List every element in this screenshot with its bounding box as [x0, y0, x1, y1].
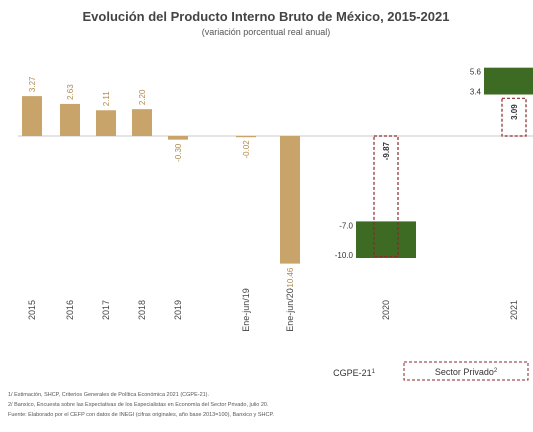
- cgpe-high-label-2021: 5.6: [470, 68, 482, 77]
- private-sector-label-2020: -9.87: [382, 141, 391, 160]
- bar-2017: [96, 110, 116, 136]
- ticks-layer: 2015 2016 2017 2018 2019 Ene-jun/19 Ene-jun/20…: [27, 288, 519, 332]
- bars-layer: [22, 67, 533, 264]
- tick-label-Ene-jun/20: Ene-jun/20: [285, 288, 295, 332]
- bar-2015: [22, 96, 42, 136]
- bar-2019: [168, 136, 188, 140]
- tick-label-Ene-jun/19: Ene-jun/19: [241, 288, 251, 332]
- bar-label-2019: -0.30: [174, 143, 183, 162]
- cgpe-low-label-2020: -10.0: [335, 251, 354, 260]
- bar-2018: [132, 109, 152, 136]
- legend-private-label: Sector Privado2: [435, 367, 498, 377]
- tick-label-2018: 2018: [137, 300, 147, 320]
- chart-subtitle: (variación porcentual real anual): [202, 27, 331, 37]
- cgpe-range-2021: [484, 67, 533, 95]
- tick-label-2015: 2015: [27, 300, 37, 320]
- cgpe-range-2020: [356, 221, 416, 258]
- legend-cgpe-label: CGPE-211: [333, 368, 376, 378]
- tick-label-2017: 2017: [101, 300, 111, 320]
- footnote-3: Fuente: Elaborado por el CEFP con datos …: [8, 412, 274, 418]
- labels-layer: 3.27 2.63 2.11 2.20 -0.30 -0.02 -10.46 -7.0 -10.…: [28, 68, 519, 291]
- tick-label-2016: 2016: [65, 300, 75, 320]
- bar-label-Ene-jun/19: -0.02: [242, 140, 251, 159]
- footnote-1: 1/ Estimación, SHCP, Criterios Generales…: [8, 392, 210, 398]
- bar-Ene-jun/19: [236, 136, 256, 138]
- bar-Ene-jun/20: [280, 136, 300, 264]
- tick-label-2021: 2021: [509, 300, 519, 320]
- chart-title: Evolución del Producto Interno Bruto de …: [83, 9, 450, 24]
- private-sector-label-2021: 3.09: [510, 104, 519, 120]
- tick-label-2019: 2019: [173, 300, 183, 320]
- legend: CGPE-211 Sector Privado2: [333, 361, 529, 381]
- private-sector-box-2020: [373, 135, 399, 258]
- private-sector-box-2021: [501, 97, 527, 137]
- bar-label-2018: 2.20: [138, 89, 147, 105]
- bar-2016: [60, 103, 80, 136]
- footnote-2: 2/ Banxico, Encuesta sobre las Expectati…: [8, 402, 269, 408]
- cgpe-high-label-2020: -7.0: [339, 221, 353, 230]
- legend-private-swatch: [403, 361, 529, 381]
- bar-label-2016: 2.63: [66, 84, 75, 100]
- bar-label-Ene-jun/20: -10.46: [286, 267, 295, 290]
- bar-label-2017: 2.11: [102, 91, 111, 107]
- tick-label-2020: 2020: [381, 300, 391, 320]
- bar-label-2015: 3.27: [28, 76, 37, 92]
- cgpe-low-label-2021: 3.4: [470, 88, 482, 97]
